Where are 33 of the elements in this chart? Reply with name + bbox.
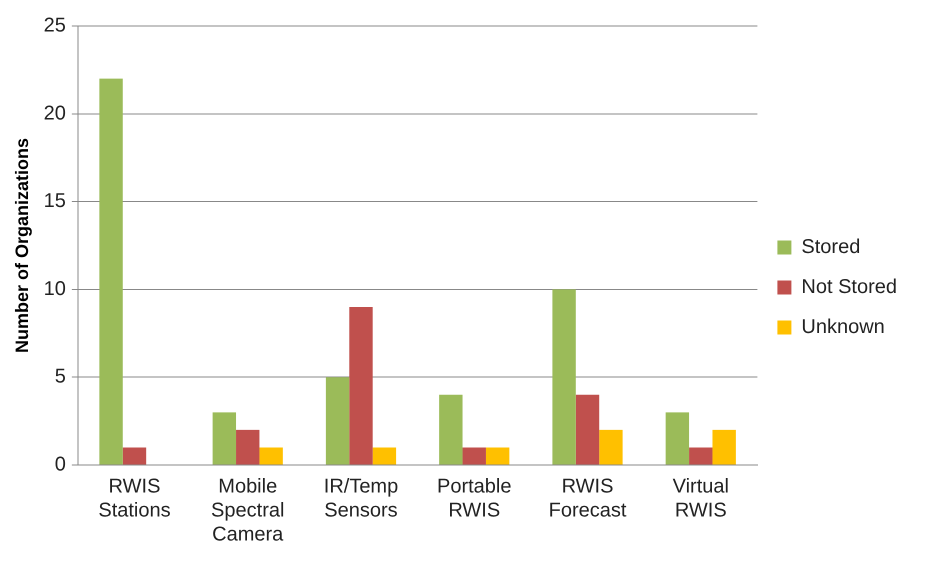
x-tick-label: Mobile Spectral Camera (211, 476, 284, 546)
y-axis-title: Number of Organizations (12, 138, 32, 354)
x-tick-label: IR/Temp Sensors (324, 476, 398, 522)
bar (326, 377, 350, 464)
y-tick-label: 25 (44, 14, 66, 37)
bar (462, 447, 486, 464)
y-tick-label: 15 (44, 190, 66, 212)
bar (349, 306, 373, 464)
bar (599, 430, 623, 464)
bar (439, 394, 463, 464)
x-tick-label: RWIS Forecast (548, 476, 627, 522)
bar (99, 78, 123, 464)
y-tick-label: 10 (44, 278, 66, 300)
bar (122, 447, 146, 464)
bar (212, 412, 236, 464)
legend-label: Stored (801, 236, 860, 258)
bar (372, 447, 396, 464)
bar (552, 289, 576, 464)
y-tick-label: 5 (54, 366, 66, 388)
bar (236, 430, 260, 464)
bar (259, 447, 283, 464)
bar (486, 447, 510, 464)
legend-label: Unknown (801, 316, 885, 338)
y-tick-label: 20 (44, 102, 66, 124)
bar (712, 430, 736, 464)
legend-label: Not Stored (801, 276, 898, 298)
y-tick-label: 0 (54, 454, 66, 476)
bar (666, 412, 690, 464)
x-tick-label: RWIS Stations (98, 476, 171, 522)
x-tick-label: Virtual RWIS (672, 476, 729, 522)
x-tick-label: Portable RWIS (437, 476, 512, 522)
bar (576, 394, 600, 464)
bar (689, 447, 712, 464)
